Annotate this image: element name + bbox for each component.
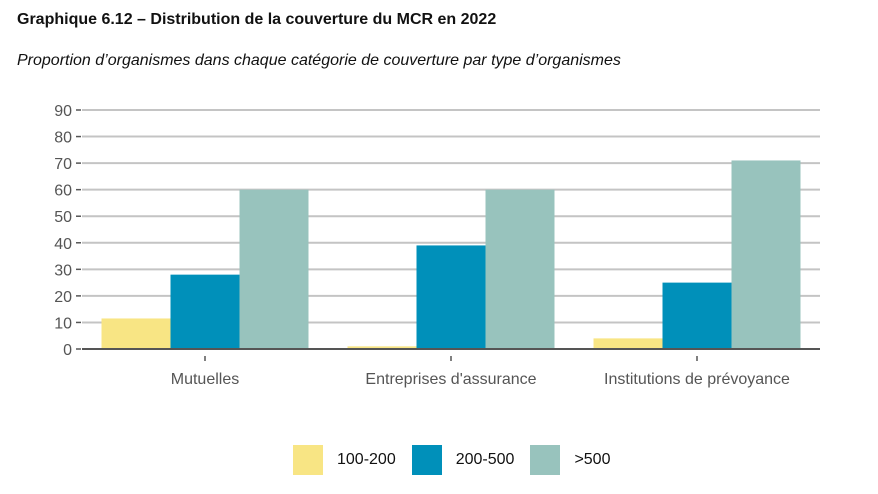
y-tick-label: 20 <box>54 289 72 306</box>
x-axis: Mutuelles Entreprises d'assurance Institut… <box>171 356 790 388</box>
y-tick-label: 40 <box>54 236 72 253</box>
legend-swatch <box>411 445 442 475</box>
bar-200-500-1 <box>416 245 486 349</box>
x-tick-label: Mutuelles <box>171 371 239 388</box>
legend-item: 200-500 <box>411 445 515 475</box>
y-axis: 0 10 20 30 40 50 60 70 80 90 <box>54 103 81 359</box>
chart-title: Graphique 6.12 – Distribution de la couv… <box>17 11 497 28</box>
bar-200-500-2 <box>662 282 732 349</box>
bar-100-200-2 <box>593 338 663 349</box>
bar--500-2 <box>731 160 801 349</box>
legend-label: 100-200 <box>337 451 396 468</box>
legend-item: >500 <box>530 445 610 475</box>
legend-swatch <box>293 445 323 475</box>
y-tick-label: 80 <box>54 130 72 147</box>
bar-100-200-0 <box>101 318 171 349</box>
bar-200-500-0 <box>170 274 240 349</box>
chart-subtitle: Proportion d’organismes dans chaque caté… <box>17 52 621 69</box>
legend-label: 200-500 <box>455 451 515 468</box>
legend-label: >500 <box>574 451 611 468</box>
x-tick-label: Entreprises d'assurance <box>365 371 536 388</box>
bar--500-1 <box>485 189 555 349</box>
y-tick-label: 10 <box>54 315 72 332</box>
y-tick-label: 70 <box>54 156 72 173</box>
legend: 100-200 200-500 >500 <box>293 445 626 475</box>
y-tick-label: 0 <box>63 342 72 359</box>
y-tick-label: 90 <box>54 103 72 120</box>
bars <box>101 160 801 349</box>
x-tick-label: Institutions de prévoyance <box>604 371 790 388</box>
bar-100-200-1 <box>347 346 417 349</box>
y-tick-label: 60 <box>54 183 72 200</box>
y-tick-label: 30 <box>54 262 72 279</box>
legend-item: 100-200 <box>293 445 396 475</box>
bar-chart: 0 10 20 30 40 50 60 70 80 90 Mutuelles Entreprises… <box>54 103 820 388</box>
legend-swatch <box>530 445 561 475</box>
y-tick-label: 50 <box>54 209 72 226</box>
bar--500-0 <box>239 189 309 349</box>
